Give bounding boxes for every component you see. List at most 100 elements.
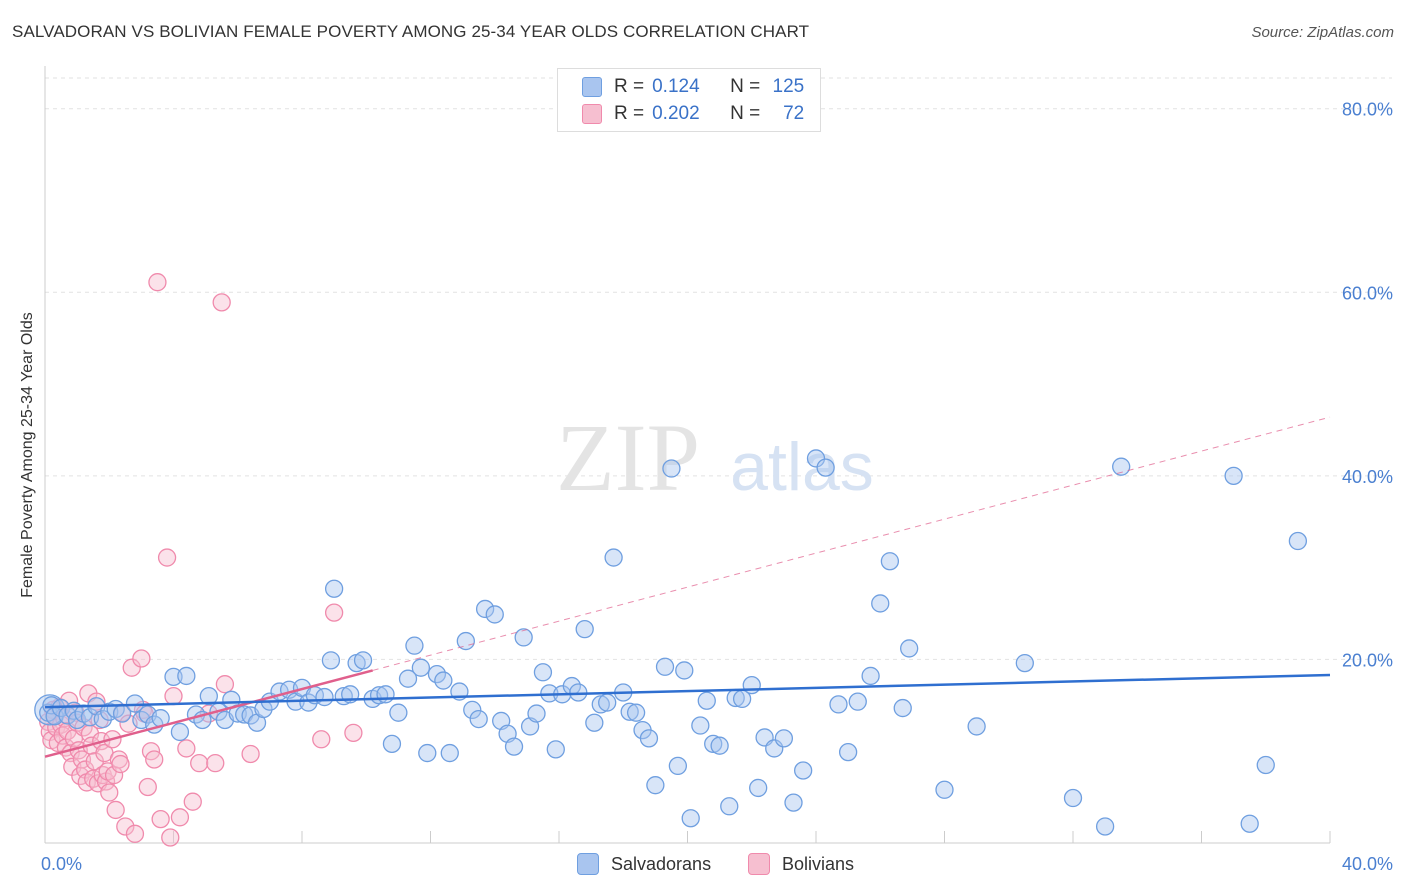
salvadorans-point-122 <box>1112 457 1131 476</box>
r-label: R = <box>614 103 645 124</box>
bolivians-point-48 <box>125 824 145 843</box>
salvadorans-point-125 <box>1256 755 1275 775</box>
salvadorans-point-52 <box>398 669 418 688</box>
salvadorans-point-54 <box>411 658 431 677</box>
salvadorans-point-123 <box>1224 466 1243 486</box>
salvadorans-point-109 <box>829 695 848 714</box>
salvadorans-point-89 <box>662 459 681 478</box>
salvadorans-point-114 <box>880 552 900 571</box>
bolivians-point-57 <box>157 548 177 567</box>
salvadorans-point-60 <box>456 631 475 651</box>
salvadorans-point-92 <box>681 809 700 828</box>
y-tick-label-40: 40.0% <box>1342 467 1393 487</box>
salvadorans-point-41 <box>321 651 341 670</box>
salvadorans-point-77 <box>575 619 594 639</box>
bolivians-point-65 <box>206 753 225 773</box>
salvadorans-point-115 <box>893 698 912 718</box>
salvadorans-point-38 <box>299 693 318 712</box>
salvadorans-point-100 <box>742 675 761 695</box>
bolivians-points <box>39 273 363 847</box>
salvadorans-point-64 <box>485 605 504 624</box>
bolivians-point-49 <box>132 649 151 668</box>
x-tick-label-0: 0.0% <box>41 854 82 874</box>
salvadorans-legend-label: Salvadorans <box>611 853 712 874</box>
r-label: R = <box>614 76 645 97</box>
salvadorans-point-80 <box>598 693 617 712</box>
bolivians-point-61 <box>177 739 196 758</box>
salvadorans-point-61 <box>463 700 482 720</box>
bolivians-point-43 <box>111 754 130 774</box>
salvadorans-point-105 <box>784 793 803 812</box>
salvadorans-point-20 <box>170 722 190 742</box>
y-tick-label-80: 80.0% <box>1342 100 1393 120</box>
watermark-zip: ZIP <box>556 404 700 511</box>
salvadorans-point-110 <box>838 742 858 762</box>
bolivians-point-54 <box>145 750 164 769</box>
legend-item-bolivians[interactable]: Bolivians <box>748 852 854 876</box>
legend-item-salvadorans[interactable]: Salvadorans <box>577 852 711 876</box>
salvadorans-legend-swatch <box>577 853 599 875</box>
n-value: 72 <box>783 103 805 124</box>
bolivians-point-68 <box>241 744 260 764</box>
salvadorans-point-70 <box>527 704 546 723</box>
salvadorans-point-90 <box>668 756 688 776</box>
y-tick-label-20: 20.0% <box>1342 650 1393 670</box>
tick-labels: 20.0% 40.0% 60.0% 80.0% 0.0% 40.0% <box>41 100 1393 874</box>
bolivians-point-66 <box>212 293 231 312</box>
salvadorans-swatch <box>582 77 602 97</box>
salvadorans-point-79 <box>591 695 610 714</box>
watermark-atlas: atlas <box>730 429 874 505</box>
bolivians-point-56 <box>151 809 170 829</box>
salvadorans-point-42 <box>324 579 344 598</box>
salvadorans-point-67 <box>504 737 524 756</box>
bolivians-trend-extrapolated <box>372 416 1331 671</box>
r-value: 0.124 <box>652 76 700 97</box>
bolivians-point-70 <box>324 603 344 622</box>
salvadorans-point-78 <box>585 713 604 732</box>
salvadorans-point-81 <box>604 548 623 567</box>
salvadorans-point-97 <box>720 797 739 816</box>
x-tick-label-40: 40.0% <box>1342 854 1393 874</box>
salvadorans-point-71 <box>533 663 553 682</box>
salvadorans-point-58 <box>440 743 459 763</box>
bolivians-point-47 <box>122 658 141 677</box>
salvadorans-point-88 <box>655 657 675 676</box>
salvadorans-point-108 <box>816 458 835 477</box>
salvadorans-point-68 <box>514 628 533 647</box>
salvadorans-point-73 <box>546 740 565 759</box>
salvadorans-point-91 <box>675 661 694 680</box>
salvadorans-trend-line <box>44 673 1331 709</box>
salvadorans-point-50 <box>382 734 402 754</box>
legend-row-bolivians: R = 0.202 N = 72 <box>582 101 804 127</box>
salvadorans-point-83 <box>620 702 639 721</box>
bolivians-point-62 <box>183 792 202 811</box>
legend-row-salvadorans: R = 0.124 N = 125 <box>582 74 804 100</box>
salvadorans-point-119 <box>1015 653 1034 673</box>
trend-lines <box>44 416 1331 758</box>
salvadorans-point-104 <box>774 729 794 748</box>
n-label: N = <box>730 76 761 97</box>
salvadorans-point-117 <box>935 780 954 799</box>
chart-title: SALVADORAN VS BOLIVIAN FEMALE POVERTY AM… <box>12 22 810 41</box>
bolivians-point-41 <box>106 800 125 820</box>
y-tick-label-60: 60.0% <box>1342 283 1393 303</box>
salvadorans-point-112 <box>861 666 880 686</box>
salvadorans-point-124 <box>1240 814 1259 833</box>
salvadorans-point-96 <box>710 736 729 755</box>
bolivians-point-69 <box>312 730 331 749</box>
salvadorans-point-21 <box>177 666 196 686</box>
salvadorans-point-116 <box>900 639 919 658</box>
watermark: ZIP atlas <box>556 404 874 511</box>
salvadorans-point-121 <box>1095 817 1115 836</box>
bolivians-trend-line <box>44 669 373 758</box>
bolivians-point-45 <box>116 817 135 836</box>
salvadorans-point-57 <box>434 671 453 690</box>
bolivians-legend-label: Bolivians <box>782 853 855 874</box>
salvadorans-point-101 <box>749 778 768 798</box>
salvadorans-point-113 <box>871 594 890 613</box>
bolivians-point-63 <box>190 753 209 773</box>
salvadorans-point-24 <box>199 686 218 706</box>
salvadorans-point-118 <box>967 717 986 736</box>
salvadorans-point-84 <box>626 703 646 722</box>
